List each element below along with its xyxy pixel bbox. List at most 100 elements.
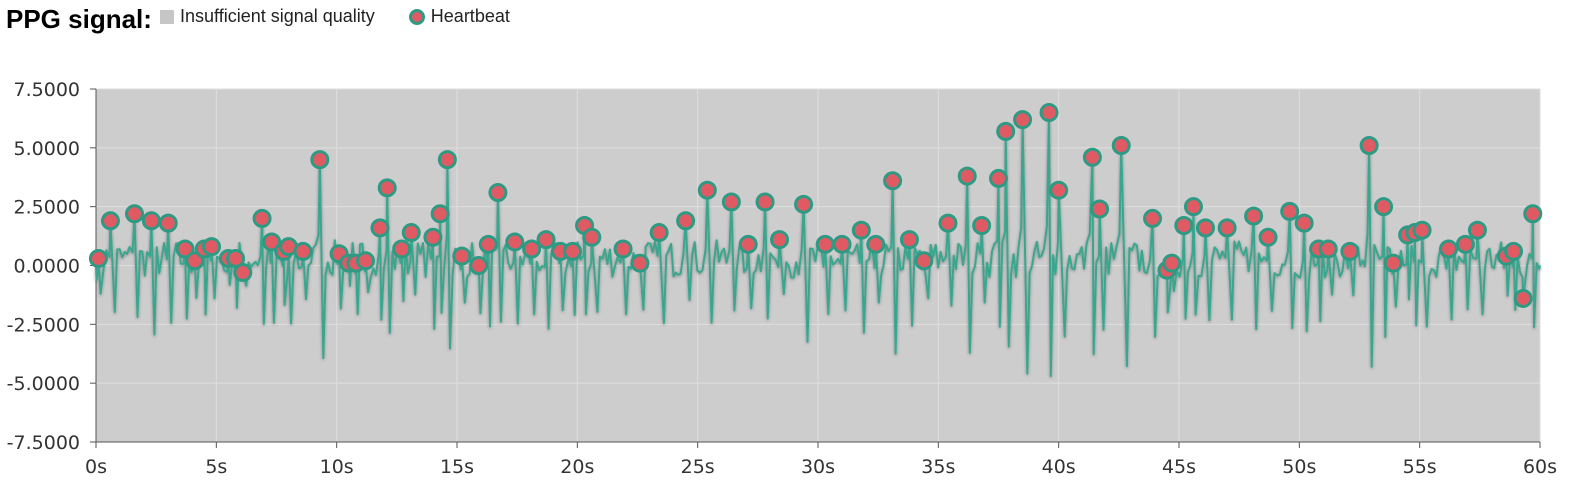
heartbeat-marker[interactable] [262, 232, 282, 252]
heartbeat-marker[interactable] [914, 251, 934, 271]
heartbeat-marker[interactable] [392, 239, 412, 259]
heartbeat-marker[interactable] [293, 241, 313, 261]
heartbeat-marker[interactable] [697, 180, 717, 200]
heartbeat-marker[interactable] [1439, 239, 1459, 259]
heartbeat-marker[interactable] [488, 183, 508, 203]
heartbeat-marker[interactable] [794, 194, 814, 214]
heartbeat-marker[interactable] [738, 234, 758, 254]
heartbeat-marker[interactable] [1383, 253, 1403, 273]
heartbeat-marker[interactable] [1513, 288, 1533, 308]
heartbeat-marker[interactable] [1143, 208, 1163, 228]
heartbeat-marker[interactable] [1340, 241, 1360, 261]
heartbeat-marker[interactable] [175, 239, 195, 259]
y-tick-label: -5.0000 [7, 373, 80, 395]
heartbeat-marker[interactable] [1013, 110, 1033, 130]
chart-title: PPG signal: [6, 4, 152, 34]
heartbeat-marker[interactable] [972, 215, 992, 235]
heartbeat-marker[interactable] [582, 227, 602, 247]
heartbeat-marker[interactable] [866, 234, 886, 254]
heartbeat-marker[interactable] [1258, 227, 1278, 247]
x-tick-label: 35s [921, 456, 955, 478]
heartbeat-marker[interactable] [755, 192, 775, 212]
x-tick-label: 50s [1282, 456, 1316, 478]
heartbeat-marker[interactable] [1455, 234, 1475, 254]
heartbeat-marker[interactable] [469, 256, 489, 275]
heartbeat-marker[interactable] [1174, 215, 1194, 235]
heartbeat-marker[interactable] [613, 239, 633, 259]
y-tick-label: -7.5000 [7, 432, 80, 454]
heartbeat-marker[interactable] [185, 251, 205, 271]
heartbeat-marker[interactable] [252, 208, 272, 228]
y-tick-label: 0.0000 [14, 256, 80, 278]
heartbeat-marker[interactable] [1082, 147, 1102, 167]
y-tick-label: -2.5000 [7, 314, 80, 336]
heartbeat-marker[interactable] [233, 263, 253, 283]
y-tick-label: 7.5000 [14, 79, 80, 101]
heartbeat-marker[interactable] [141, 211, 161, 231]
heartbeat-marker[interactable] [1039, 103, 1059, 123]
heartbeat-marker[interactable] [1294, 213, 1314, 233]
heartbeat-marker[interactable] [1359, 135, 1379, 155]
heartbeat-marker[interactable] [370, 218, 390, 238]
heartbeat-marker[interactable] [563, 241, 583, 261]
heartbeat-marker[interactable] [883, 171, 903, 191]
heartbeat-marker[interactable] [202, 237, 222, 257]
heartbeat-marker[interactable] [522, 239, 542, 259]
heartbeat-marker[interactable] [430, 204, 450, 224]
heartbeat-marker[interactable] [437, 150, 457, 170]
heartbeat-marker[interactable] [832, 234, 852, 254]
x-tick-label: 55s [1403, 456, 1437, 478]
heartbeat-marker[interactable] [721, 192, 741, 212]
heartbeat-marker[interactable] [452, 246, 472, 266]
heartbeat-marker[interactable] [649, 223, 669, 243]
heartbeat-marker[interactable] [957, 166, 977, 186]
heartbeat-marker[interactable] [310, 150, 330, 170]
x-tick-label: 60s [1523, 456, 1557, 478]
legend-item-insufficient[interactable]: Insufficient signal quality [160, 6, 375, 27]
heartbeat-marker[interactable] [125, 204, 145, 224]
x-tick-label: 5s [205, 456, 227, 478]
heartbeat-marker[interactable] [100, 211, 120, 231]
heartbeat-marker[interactable] [88, 248, 108, 268]
x-tick-label: 15s [440, 456, 474, 478]
heartbeat-marker[interactable] [1111, 135, 1131, 155]
x-tick-label: 40s [1042, 456, 1076, 478]
heartbeat-marker[interactable] [1049, 180, 1069, 200]
heartbeat-marker[interactable] [899, 230, 919, 250]
heartbeat-marker[interactable] [815, 234, 835, 254]
heartbeat-marker[interactable] [1318, 239, 1338, 259]
x-tick-label: 20s [560, 456, 594, 478]
legend-item-heartbeat[interactable]: Heartbeat [408, 6, 510, 27]
x-tick-label: 45s [1162, 456, 1196, 478]
heartbeat-marker[interactable] [1162, 253, 1182, 273]
heartbeat-marker[interactable] [1090, 199, 1110, 219]
heartbeat-marker[interactable] [1467, 220, 1487, 240]
heartbeat-marker[interactable] [377, 178, 397, 198]
heartbeat-marker[interactable] [478, 234, 498, 254]
heartbeat-marker[interactable] [356, 251, 376, 271]
heartbeat-marker[interactable] [158, 213, 178, 233]
heartbeat-marker[interactable] [1523, 204, 1543, 224]
heartbeat-marker[interactable] [1504, 241, 1524, 261]
heartbeat-marker[interactable] [989, 168, 1008, 188]
heartbeat-marker[interactable] [630, 253, 650, 273]
heartbeat-marker[interactable] [676, 211, 696, 231]
heartbeat-marker[interactable] [1280, 201, 1300, 221]
heartbeat-marker[interactable] [996, 121, 1016, 141]
heartbeat-marker[interactable] [1195, 218, 1215, 238]
heartbeat-marker[interactable] [401, 223, 421, 243]
heartbeat-marker[interactable] [505, 232, 525, 252]
heartbeat-marker[interactable] [423, 227, 443, 247]
heartbeat-marker[interactable] [1374, 197, 1394, 217]
heartbeat-marker[interactable] [1412, 220, 1432, 240]
heartbeat-marker[interactable] [769, 230, 789, 250]
y-tick-label: 2.5000 [14, 197, 80, 219]
x-tick-label: 10s [320, 456, 354, 478]
heartbeat-marker[interactable] [851, 220, 871, 240]
heartbeat-marker[interactable] [938, 213, 958, 233]
heartbeat-marker[interactable] [1183, 197, 1203, 217]
heartbeat-marker[interactable] [1244, 206, 1264, 226]
heartbeat-marker[interactable] [536, 230, 556, 250]
heartbeat-marker[interactable] [1217, 218, 1237, 238]
